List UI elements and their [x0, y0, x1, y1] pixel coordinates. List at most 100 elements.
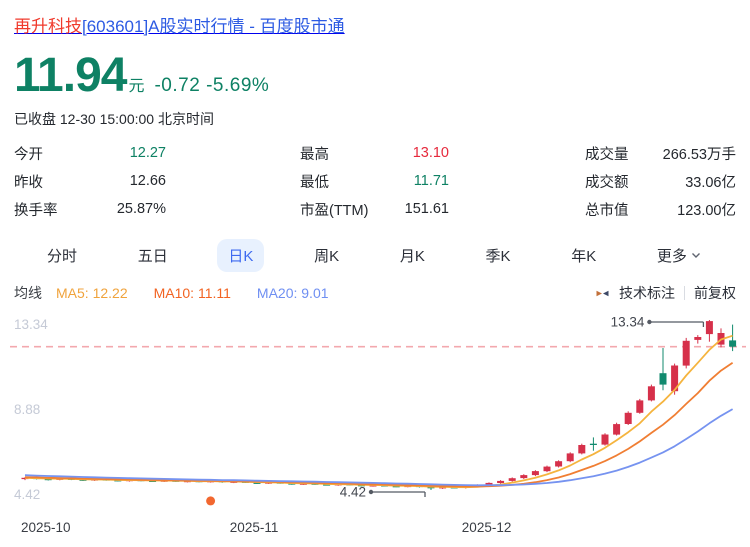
candle-body — [659, 373, 667, 385]
tab-niank[interactable]: 年K — [560, 239, 607, 272]
candle-body — [531, 471, 539, 476]
stat-row-amount: 成交额 33.06亿 — [585, 167, 736, 195]
stat-label: 市盈(TTM) — [300, 202, 369, 219]
stat-row-volume: 成交量 266.53万手 — [585, 139, 736, 167]
current-price: 11.94 — [14, 49, 127, 102]
stats-column-3: 成交量 266.53万手 成交额 33.06亿 总市值 123.00亿 — [585, 139, 736, 223]
candle-body — [647, 386, 655, 401]
annotation-tool-icon — [595, 287, 610, 300]
candle-body — [392, 486, 400, 488]
stock-name: 再升科技 — [14, 17, 82, 36]
stat-row-low: 最低 11.71 — [300, 167, 449, 195]
candle-body — [671, 365, 679, 392]
candle-body — [566, 453, 574, 462]
chevron-down-icon — [690, 249, 702, 261]
stat-row-turnover-rate: 换手率 25.87% — [14, 195, 166, 223]
tab-fenshi[interactable]: 分时 — [36, 239, 88, 272]
stat-label: 今开 — [14, 146, 43, 163]
ma5-legend: MA5: 12.22 — [56, 285, 128, 301]
tab-label: 日K — [228, 247, 254, 265]
annotation-label: 4.42 — [340, 485, 366, 500]
stat-value: 33.06亿 — [685, 174, 736, 191]
y-tick-label: 4.42 — [14, 487, 40, 502]
tab-wuri[interactable]: 五日 — [127, 239, 179, 272]
stat-value: 12.27 — [129, 145, 166, 161]
x-tick-label: 2025-12 — [462, 520, 512, 535]
chart-tools: 技术标注 前复权 — [595, 283, 736, 303]
tab-rik[interactable]: 日K — [217, 238, 265, 272]
candles — [21, 320, 737, 490]
stat-label: 总市值 — [585, 202, 629, 219]
candle-body — [253, 482, 261, 484]
x-axis-labels: 2025-10 2025-11 2025-12 — [21, 520, 511, 535]
candle-body — [543, 466, 551, 472]
stat-label: 最高 — [300, 146, 329, 163]
event-marker-dot[interactable] — [206, 496, 216, 506]
ma10-legend: MA10: 11.11 — [153, 285, 231, 301]
candle-body — [694, 337, 702, 340]
ma-line-ma20 — [24, 408, 734, 487]
stats-column-1: 今开 12.27 昨收 12.66 换手率 25.87% — [14, 139, 166, 223]
price-change: -0.72 -5.69% — [154, 75, 269, 97]
stats-column-2: 最高 13.10 最低 11.71 市盈(TTM) 151.61 — [300, 139, 449, 223]
price-block: 11.94 元 -0.72 -5.69% — [14, 52, 269, 100]
candle-body — [601, 434, 609, 445]
candle-body — [729, 340, 737, 347]
x-tick-label: 2025-11 — [230, 520, 279, 535]
candle-body — [520, 475, 528, 479]
price-annotation: 4.42 — [340, 485, 426, 500]
ma-legend-row: 均线 MA5: 12.22 MA10: 11.11 MA20: 9.01 技术标… — [0, 283, 750, 303]
tab-label: 分时 — [47, 247, 78, 265]
candle-body — [682, 340, 690, 366]
stat-row-market-cap: 总市值 123.00亿 — [585, 195, 736, 223]
candle-body — [578, 445, 586, 454]
stat-value: 13.10 — [412, 145, 449, 161]
y-tick-label: 13.34 — [14, 317, 48, 332]
stock-title-link[interactable]: 再升科技[603601]A股实时行情 - 百度股市通 — [14, 12, 345, 37]
annotation-dot — [368, 489, 374, 495]
tab-label: 五日 — [137, 247, 168, 265]
tools-divider — [684, 286, 685, 300]
candle-body — [636, 400, 644, 413]
technical-annotation-button[interactable]: 技术标注 — [619, 285, 675, 301]
tab-label: 季K — [485, 247, 511, 265]
stat-label: 换手率 — [14, 202, 58, 219]
stat-value: 25.87% — [116, 201, 166, 217]
candle-body — [427, 487, 435, 489]
candle-body — [497, 480, 505, 483]
stat-row-open: 今开 12.27 — [14, 139, 166, 167]
tab-label: 年K — [571, 247, 597, 265]
tab-label: 更多 — [656, 247, 687, 265]
y-axis-labels: 13.34 8.88 4.42 — [14, 317, 48, 502]
stat-row-high: 最高 13.10 — [300, 139, 449, 167]
period-tabs: 分时 五日 日K 周K 月K 季K 年K 更多 — [0, 238, 750, 272]
stat-label: 成交额 — [585, 174, 629, 191]
tab-label: 周K — [314, 247, 340, 265]
annotation-label: 13.34 — [611, 315, 645, 330]
stat-value: 123.00亿 — [677, 202, 736, 219]
stat-label: 最低 — [300, 174, 329, 191]
tab-zhouk[interactable]: 周K — [303, 239, 350, 272]
stat-value: 12.66 — [129, 173, 166, 189]
ma-legend-title: 均线 — [14, 285, 42, 301]
forward-adjusted-button[interactable]: 前复权 — [694, 285, 736, 301]
ma-line-ma5 — [24, 334, 733, 489]
stat-row-prev-close: 昨收 12.66 — [14, 167, 166, 195]
candle-body — [624, 412, 632, 424]
tab-more[interactable]: 更多 — [646, 239, 713, 272]
candle-body — [485, 482, 493, 485]
stat-value: 151.61 — [404, 201, 449, 217]
candle-body — [705, 321, 713, 335]
ma-line-ma10 — [24, 362, 734, 488]
market-status: 已收盘 12-30 15:00:00 北京时间 — [14, 111, 214, 127]
price-unit: 元 — [128, 78, 145, 95]
stat-label: 昨收 — [14, 174, 43, 191]
annotation-dot — [647, 319, 652, 325]
candle-body — [555, 461, 563, 467]
change-percent: -5.69% — [206, 75, 270, 96]
tab-yuek[interactable]: 月K — [389, 239, 436, 272]
tab-jik[interactable]: 季K — [475, 239, 522, 272]
candle-body — [508, 478, 516, 481]
